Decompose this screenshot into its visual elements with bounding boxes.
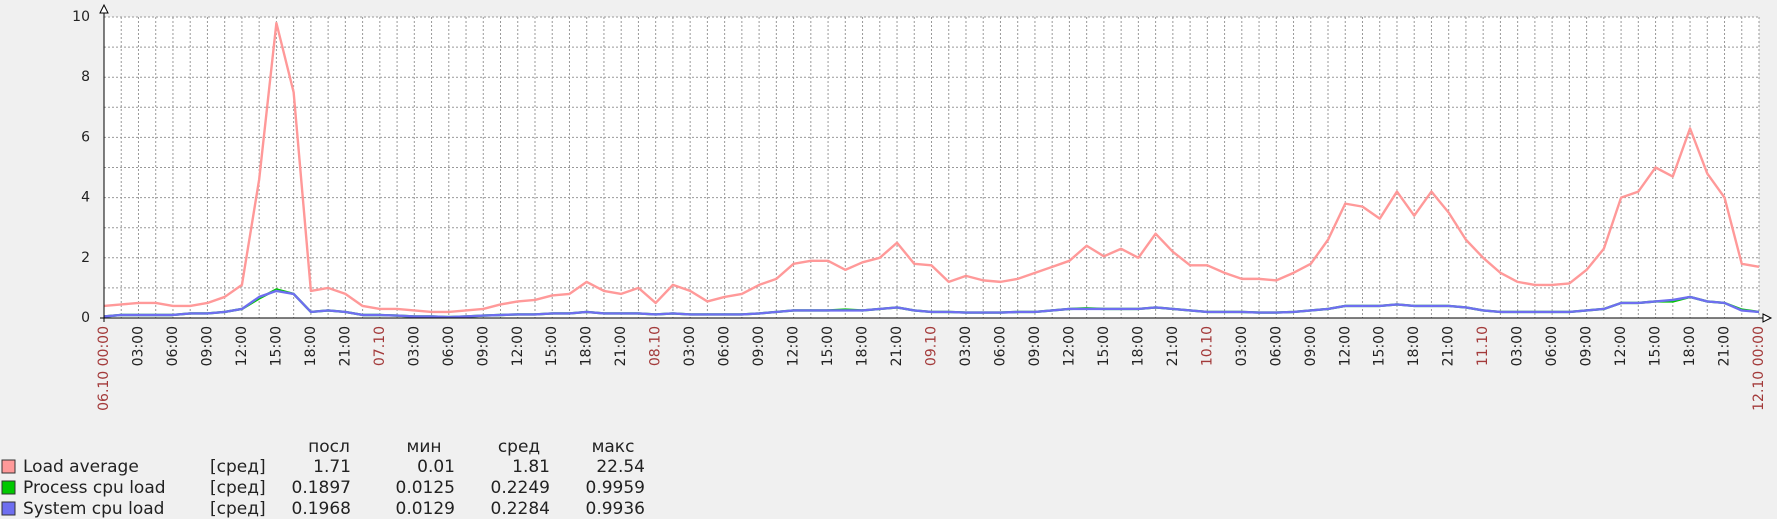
x-tick-label: 09:00 (1027, 326, 1043, 366)
x-tick-label: 03:00 (682, 326, 698, 366)
legend-header: мин (407, 437, 442, 457)
x-tick-label: 15:00 (544, 326, 560, 366)
legend-stat: 0.1897 (292, 478, 351, 498)
x-tick-label: 18:00 (1130, 326, 1146, 366)
x-tick-label: 21:00 (1165, 326, 1181, 366)
legend-header: макс (592, 437, 635, 457)
legend-func: [сред] (210, 478, 266, 498)
series-line (103, 289, 1760, 319)
x-tick-label: 09:00 (1303, 326, 1319, 366)
legend-header: посл (308, 437, 350, 457)
y-tick-label: 10 (72, 9, 90, 25)
x-tick-label: 18:00 (1682, 326, 1698, 366)
x-tick-label: 18:00 (855, 326, 871, 366)
legend-stat: 22.54 (596, 457, 645, 477)
x-tick-label: 09:00 (751, 326, 767, 366)
x-tick-label: 06:00 (165, 326, 181, 366)
x-tick-label: 08.10 (648, 326, 664, 366)
legend-stat: 0.2284 (491, 499, 550, 519)
x-tick-label: 06:00 (1268, 326, 1284, 366)
x-tick-label: 15:00 (268, 326, 284, 366)
x-tick-label: 03:00 (406, 326, 422, 366)
legend-swatch (1, 501, 16, 516)
x-tick-label: 09.10 (924, 326, 940, 366)
x-tick-label: 12:00 (1613, 326, 1629, 366)
x-tick-label: 06.10 00:00 (96, 326, 112, 411)
legend-name: Process cpu load (23, 478, 166, 498)
x-tick-label: 21:00 (613, 326, 629, 366)
x-tick-label: 12.10 00:00 (1751, 326, 1767, 411)
x-tick-label: 12:00 (510, 326, 526, 366)
legend-stat: 1.81 (512, 457, 550, 477)
x-tick-label: 21:00 (337, 326, 353, 366)
y-tick-label: 8 (81, 69, 90, 85)
legend-swatch (1, 480, 16, 495)
x-tick-label: 21:00 (1717, 326, 1733, 366)
legend-name: System cpu load (23, 499, 164, 519)
legend-header: сред (498, 437, 540, 457)
x-tick-label: 12:00 (1061, 326, 1077, 366)
legend-stat: 0.2249 (491, 478, 550, 498)
legend-swatch (1, 459, 16, 474)
x-tick-label: 18:00 (303, 326, 319, 366)
x-tick-label: 15:00 (1372, 326, 1388, 366)
x-tick-label: 03:00 (958, 326, 974, 366)
legend-stat: 0.9959 (586, 478, 645, 498)
y-tick-label: 4 (81, 190, 90, 206)
x-tick-label: 03:00 (130, 326, 146, 366)
x-axis-arrow (1762, 313, 1773, 323)
legend-stat: 0.0129 (396, 499, 455, 519)
legend-stat: 0.1968 (292, 499, 351, 519)
y-tick-label: 6 (81, 129, 90, 145)
legend-stat: 0.9936 (586, 499, 645, 519)
legend-func: [сред] (210, 499, 266, 519)
x-tick-label: 06:00 (441, 326, 457, 366)
legend-name: Load average (23, 457, 139, 477)
x-tick-label: 10.10 (1199, 326, 1215, 366)
y-axis-arrow (99, 3, 109, 14)
x-tick-label: 21:00 (1441, 326, 1457, 366)
x-tick-label: 12:00 (1337, 326, 1353, 366)
x-tick-label: 21:00 (889, 326, 905, 366)
x-tick-label: 09:00 (199, 326, 215, 366)
x-tick-label: 09:00 (1579, 326, 1595, 366)
y-tick-label: 0 (81, 310, 90, 326)
series-line (103, 21, 1760, 314)
x-tick-label: 18:00 (1406, 326, 1422, 366)
y-tick-label: 2 (81, 250, 90, 266)
x-tick-label: 03:00 (1510, 326, 1526, 366)
x-tick-label: 06:00 (1544, 326, 1560, 366)
x-tick-label: 11.10 (1475, 326, 1491, 366)
x-tick-label: 03:00 (1234, 326, 1250, 366)
legend-stat: 1.71 (313, 457, 351, 477)
x-tick-label: 12:00 (786, 326, 802, 366)
x-tick-label: 15:00 (820, 326, 836, 366)
x-tick-label: 15:00 (1648, 326, 1664, 366)
plot-area (104, 17, 1759, 318)
x-tick-label: 15:00 (1096, 326, 1112, 366)
x-tick-label: 06:00 (992, 326, 1008, 366)
legend-func: [сред] (210, 457, 266, 477)
x-tick-label: 18:00 (579, 326, 595, 366)
x-tick-label: 07.10 (372, 326, 388, 366)
legend-stat: 0.01 (417, 457, 455, 477)
x-tick-label: 12:00 (234, 326, 250, 366)
x-tick-label: 06:00 (717, 326, 733, 366)
legend-stat: 0.0125 (396, 478, 455, 498)
x-tick-label: 09:00 (475, 326, 491, 366)
